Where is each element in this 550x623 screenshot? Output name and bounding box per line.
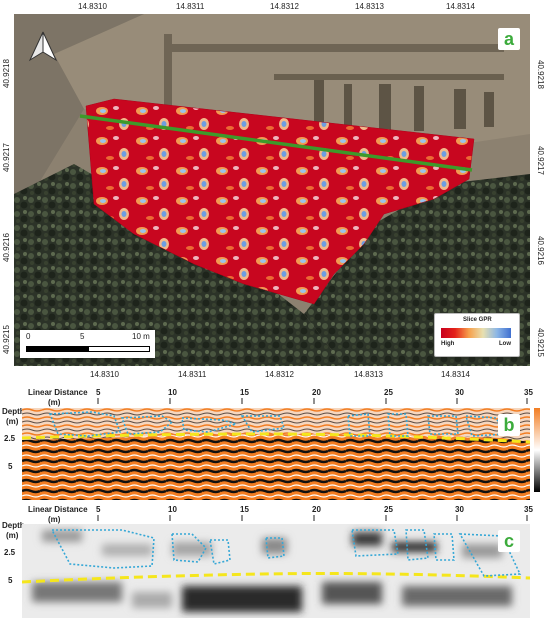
panel-b-ytick-2: 5 (8, 462, 13, 471)
panel-c-yunit: (m) (6, 531, 19, 540)
panel-c-xtick-marks (97, 515, 528, 521)
panel-b-xtick-marks (97, 398, 528, 404)
panel-b-xtick-2: 10 (168, 388, 177, 397)
panel-c-xtick-7: 35 (524, 505, 533, 514)
panel-b-xunit: (m) (48, 398, 61, 407)
gpr-legend: Slice GPR High Low (434, 313, 520, 357)
panel-b-xlabel: Linear Distance (28, 388, 88, 397)
panel-c-xtick-4: 20 (312, 505, 321, 514)
panel-c-xtick-5: 25 (384, 505, 393, 514)
lon-tick-top-3: 14.8312 (270, 2, 299, 11)
panel-b-xtick-5: 25 (384, 388, 393, 397)
lon-tick-top-5: 14.8314 (446, 2, 475, 11)
lon-tick-top-1: 14.8310 (78, 2, 107, 11)
legend-low: Low (499, 341, 511, 347)
panel-b-colorbar (534, 408, 540, 492)
panel-c-xtick-1: 5 (96, 505, 101, 514)
panel-b-letter: b (498, 414, 520, 436)
lon-tick-bottom-5: 14.8314 (441, 370, 470, 379)
panel-c-xtick-3: 15 (240, 505, 249, 514)
legend-colorbar (441, 328, 511, 338)
north-arrow-icon (28, 31, 58, 62)
panel-b-xtick-6: 30 (455, 388, 464, 397)
lat-tick-left-1: 40.9218 (2, 59, 11, 88)
panel-c-ytick-2: 5 (8, 576, 13, 585)
lat-tick-left-3: 40.9216 (2, 233, 11, 262)
lon-tick-bottom-2: 14.8311 (178, 370, 207, 379)
panel-c-ylabel: Depth (2, 521, 25, 530)
panel-b-ylabel: Depth (2, 407, 25, 416)
lon-tick-bottom-1: 14.8310 (90, 370, 119, 379)
scale-zero: 0 (26, 332, 31, 341)
panel-c-xunit: (m) (48, 515, 61, 524)
lat-tick-right-4: 40.9215 (536, 328, 545, 357)
lat-tick-right-2: 40.9217 (536, 146, 545, 175)
lat-tick-right-1: 40.9218 (536, 60, 545, 89)
panel-b-xtick-7: 35 (524, 388, 533, 397)
panel-b-xtick-4: 20 (312, 388, 321, 397)
panel-b-ytick-1: 2.5 (4, 434, 16, 443)
panel-c-ytick-1: 2.5 (4, 548, 16, 557)
panel-b-xtick-1: 5 (96, 388, 101, 397)
panel-a-letter: a (498, 28, 520, 50)
map-aerial-image (14, 14, 530, 366)
lon-tick-bottom-3: 14.8312 (265, 370, 294, 379)
lon-tick-top-2: 14.8311 (176, 2, 205, 11)
lat-tick-right-3: 40.9216 (536, 236, 545, 265)
panel-c-xtick-2: 10 (168, 505, 177, 514)
panel-c-xtick-6: 30 (455, 505, 464, 514)
legend-high: High (441, 341, 455, 347)
lat-tick-left-2: 40.9217 (2, 143, 11, 172)
scale-mid: 5 (80, 332, 85, 341)
transect-line (79, 114, 473, 172)
panel-c-xlabel: Linear Distance (28, 505, 88, 514)
scale-end: 10 m (132, 332, 150, 341)
panel-b-xtick-3: 15 (240, 388, 249, 397)
lon-tick-bottom-4: 14.8313 (354, 370, 383, 379)
legend-title: Slice GPR (463, 317, 492, 323)
panel-c-letter: c (498, 530, 520, 552)
gpr-slice-overlay (85, 98, 475, 305)
panel-b-yunit: (m) (6, 417, 19, 426)
lat-tick-left-4: 40.9215 (2, 325, 11, 354)
scale-bar: 0 5 10 m (20, 330, 155, 358)
lon-tick-top-4: 14.8313 (355, 2, 384, 11)
panel-c-radargram (22, 524, 530, 618)
panel-b-radargram (22, 408, 530, 500)
